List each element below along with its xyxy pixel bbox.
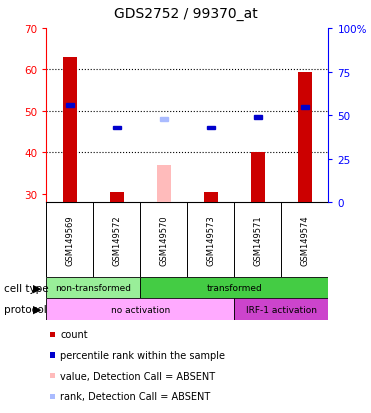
Text: IRF-1 activation: IRF-1 activation [246, 305, 317, 314]
Bar [110, 192, 124, 203]
Text: percentile rank within the sample: percentile rank within the sample [60, 350, 226, 360]
Text: protocol: protocol [4, 304, 46, 314]
Text: ▶: ▶ [33, 283, 41, 293]
Bar [46, 299, 234, 320]
Text: value, Detection Call = ABSENT: value, Detection Call = ABSENT [60, 371, 216, 381]
Text: no activation: no activation [111, 305, 170, 314]
Text: GSM149569: GSM149569 [65, 215, 74, 265]
Bar [254, 116, 262, 120]
Bar [160, 118, 168, 122]
Bar [63, 58, 77, 203]
Bar [66, 104, 74, 107]
Text: GSM149570: GSM149570 [160, 215, 168, 265]
Bar [140, 277, 328, 299]
Bar [251, 153, 265, 203]
Bar [204, 192, 218, 203]
Text: GSM149574: GSM149574 [301, 215, 309, 265]
Text: rank, Detection Call = ABSENT: rank, Detection Call = ABSENT [60, 392, 211, 401]
Bar [298, 72, 312, 203]
Text: GSM149573: GSM149573 [206, 215, 215, 265]
Bar [157, 166, 171, 203]
Bar [46, 277, 140, 299]
Text: count: count [60, 330, 88, 339]
Bar [301, 106, 309, 109]
Text: transformed: transformed [207, 283, 262, 292]
Text: GSM149571: GSM149571 [253, 215, 262, 265]
Bar [113, 126, 121, 130]
Bar [234, 299, 328, 320]
Text: ▶: ▶ [33, 304, 41, 314]
Text: cell type: cell type [4, 283, 48, 293]
Bar [207, 126, 215, 130]
Text: GSM149572: GSM149572 [112, 215, 121, 265]
Text: GDS2752 / 99370_at: GDS2752 / 99370_at [114, 7, 257, 21]
Text: non-transformed: non-transformed [55, 283, 131, 292]
